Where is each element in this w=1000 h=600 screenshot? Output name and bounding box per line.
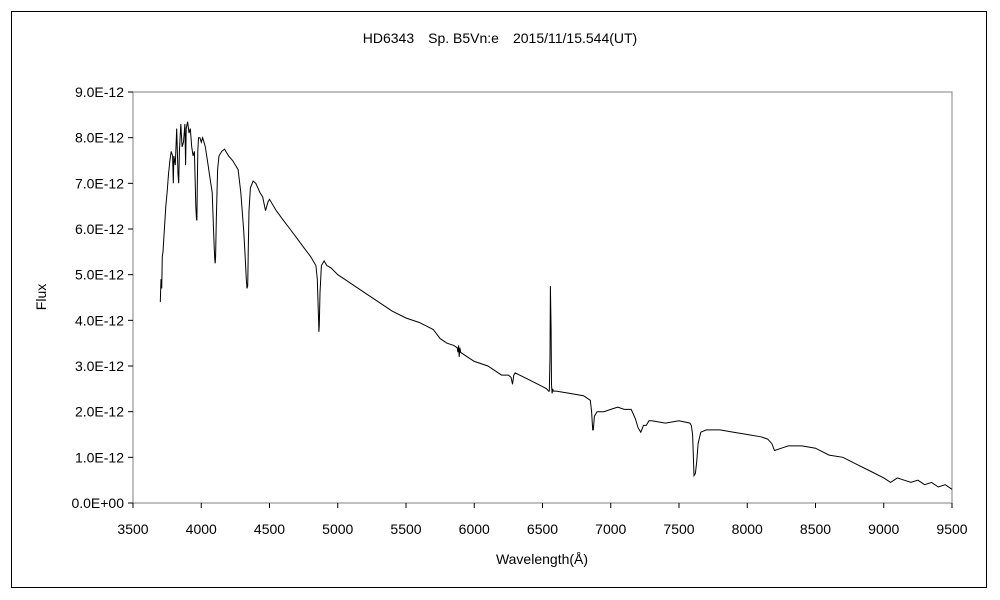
y-tick-label: 1.0E-12 bbox=[75, 449, 124, 465]
y-tick-label: 6.0E-12 bbox=[75, 221, 124, 237]
chart-title: HD6343 Sp. B5Vn:e 2015/11/15.544(UT) bbox=[363, 30, 637, 46]
x-tick-label: 4000 bbox=[186, 521, 217, 537]
y-tick-label: 0.0E+00 bbox=[71, 495, 124, 511]
x-axis: 3500 4000 4500 5000 5500 6000 6500 7000 7500 8000… bbox=[117, 503, 968, 537]
y-tick-label: 5.0E-12 bbox=[75, 267, 124, 283]
x-tick-label: 7000 bbox=[595, 521, 626, 537]
y-tick-label: 7.0E-12 bbox=[75, 175, 124, 191]
flux-series-line bbox=[159, 121, 953, 490]
x-axis-label: Wavelength(Å) bbox=[496, 551, 588, 567]
x-tick-label: 6500 bbox=[527, 521, 558, 537]
x-tick-label: 5500 bbox=[390, 521, 421, 537]
x-tick-label: 8000 bbox=[732, 521, 763, 537]
y-tick-label: 4.0E-12 bbox=[75, 312, 124, 328]
y-tick-label: 8.0E-12 bbox=[75, 130, 124, 146]
x-tick-label: 7500 bbox=[663, 521, 694, 537]
x-tick-label: 3500 bbox=[117, 521, 148, 537]
y-axis-label: Flux bbox=[33, 284, 49, 310]
x-tick-label: 4500 bbox=[254, 521, 285, 537]
plot-area bbox=[132, 91, 953, 504]
y-axis: 0.0E+00 1.0E-12 2.0E-12 3.0E-12 4.0E-12 5.0E-… bbox=[71, 84, 133, 511]
x-tick-label: 6000 bbox=[459, 521, 490, 537]
y-tick-label: 2.0E-12 bbox=[75, 404, 124, 420]
y-tick-label: 9.0E-12 bbox=[75, 84, 124, 100]
x-tick-label: 9000 bbox=[868, 521, 899, 537]
x-tick-label: 8500 bbox=[800, 521, 831, 537]
chart-frame bbox=[11, 11, 987, 588]
x-tick-label: 9500 bbox=[936, 521, 967, 537]
x-tick-label: 5000 bbox=[322, 521, 353, 537]
y-tick-label: 3.0E-12 bbox=[75, 358, 124, 374]
